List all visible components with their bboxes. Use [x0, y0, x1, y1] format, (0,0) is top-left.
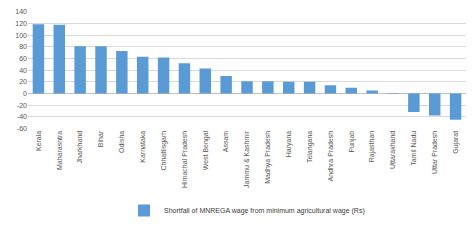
- svg-text:Assam: Assam: [222, 131, 229, 153]
- svg-text:Odisha: Odisha: [118, 131, 125, 153]
- svg-text:-20: -20: [17, 102, 27, 109]
- svg-text:Gujarat: Gujarat: [452, 131, 460, 154]
- svg-text:-60: -60: [17, 125, 27, 132]
- svg-text:-40: -40: [17, 113, 27, 120]
- svg-text:140: 140: [15, 8, 27, 15]
- svg-text:40: 40: [19, 67, 27, 74]
- svg-text:Madhya Pradesh: Madhya Pradesh: [264, 131, 272, 184]
- svg-text:100: 100: [15, 32, 27, 39]
- svg-text:Shortfall of MNREGA wage from: Shortfall of MNREGA wage from minimum ag…: [164, 207, 365, 215]
- svg-text:Karnataka: Karnataka: [139, 131, 146, 163]
- svg-text:West Bengal: West Bengal: [202, 130, 210, 170]
- svg-text:Uttar Pradesh: Uttar Pradesh: [431, 131, 438, 174]
- svg-text:Himachal Pradesh: Himachal Pradesh: [181, 131, 188, 188]
- svg-text:60: 60: [19, 55, 27, 62]
- svg-text:Kerala: Kerala: [35, 131, 42, 151]
- svg-text:Jammu & Kashmir: Jammu & Kashmir: [243, 130, 250, 188]
- svg-text:Chhattisgarh: Chhattisgarh: [160, 131, 168, 171]
- svg-text:80: 80: [19, 43, 27, 50]
- svg-text:Telangana: Telangana: [306, 131, 314, 163]
- svg-text:120: 120: [15, 20, 27, 27]
- svg-text:Punjab: Punjab: [348, 131, 356, 153]
- svg-text:Andhra Pradesh: Andhra Pradesh: [327, 131, 334, 182]
- svg-text:Rajasthan: Rajasthan: [368, 131, 376, 163]
- svg-text:0: 0: [23, 90, 27, 97]
- svg-text:Tamil Nadu: Tamil Nadu: [410, 131, 417, 166]
- svg-text:Bihar: Bihar: [97, 130, 104, 147]
- svg-text:20: 20: [19, 78, 27, 85]
- svg-text:Haryana: Haryana: [285, 131, 293, 158]
- svg-text:Maharashtra: Maharashtra: [56, 131, 63, 170]
- svg-text:Jharkhand: Jharkhand: [76, 131, 83, 164]
- svg-text:Uttarakhand: Uttarakhand: [389, 131, 396, 169]
